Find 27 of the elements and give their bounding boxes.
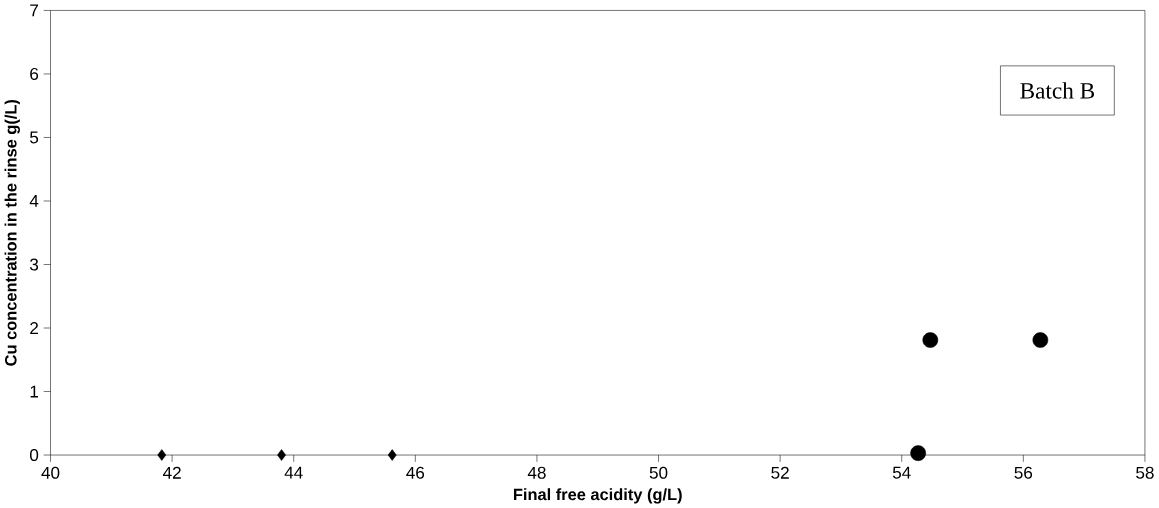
y-tick-label: 1 [30, 385, 38, 398]
y-tick-label: 6 [30, 67, 39, 80]
x-tick-label: 52 [771, 466, 789, 479]
y-tick-label: 5 [30, 131, 39, 144]
y-axis-title: Cu concentration in the rinse g(/L) [4, 99, 20, 366]
x-tick-label: 58 [1136, 466, 1154, 479]
x-tick-label: 48 [527, 466, 546, 479]
point [1032, 332, 1049, 348]
x-tick-label: 44 [284, 466, 303, 479]
point [910, 445, 926, 461]
y-tick-label: 3 [29, 258, 39, 271]
x-tick-label: 40 [41, 466, 60, 479]
annotation: Batch B [1020, 82, 1095, 99]
x-tick-label: 54 [892, 466, 911, 479]
x-tick-label: 50 [649, 466, 668, 479]
y-tick-label: 7 [30, 4, 38, 17]
x-axis-title: Final free acidity (g/L) [513, 488, 682, 504]
y-tick-label: 0 [30, 448, 39, 462]
point [922, 332, 939, 348]
y-tick-label: 2 [30, 321, 38, 334]
x-tick-label: 56 [1014, 466, 1033, 479]
x-tick-label: 46 [406, 466, 425, 479]
point [387, 449, 397, 461]
x-tick-label: 42 [163, 466, 181, 479]
y-tick-label: 4 [29, 195, 39, 207]
point [277, 449, 286, 461]
point [157, 449, 167, 461]
